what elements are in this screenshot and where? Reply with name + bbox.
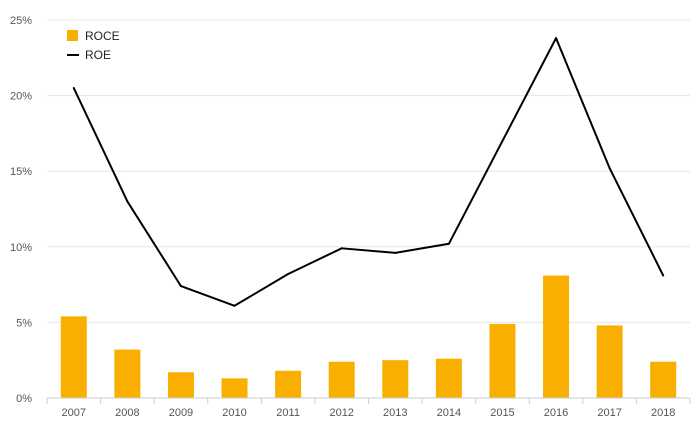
x-tick-label-2013: 2013 [383,407,407,419]
bar-roce-2010 [221,378,248,398]
point-roe-2011 [287,273,290,276]
grid-layer [47,19,690,323]
bar-roce-2012 [328,361,355,398]
x-tick-label-2008: 2008 [115,407,139,419]
bar-roce-2008 [114,349,141,398]
point-roe-2012 [340,247,343,250]
point-roe-2008 [126,200,129,203]
bar-roce-2007 [60,316,87,398]
bar-roce-2016 [543,275,570,398]
x-tick-label-2017: 2017 [597,407,621,419]
bar-roce-2011 [275,370,302,398]
point-roe-2014 [447,242,450,245]
x-tick-label-2016: 2016 [544,407,568,419]
point-roe-2010 [233,304,236,307]
legend: ROCE ROE [67,29,120,62]
line-layer [72,37,665,307]
legend-label-roe: ROE [85,48,111,62]
legend-swatch-roe [67,54,79,56]
y-tick-label-15: 15% [10,166,32,178]
y-tick-label-10: 10% [10,242,32,254]
x-tick-label-2014: 2014 [437,407,461,419]
bar-roce-2009 [167,372,194,398]
bar-roce-2018 [650,361,677,398]
y-tick-label-20: 20% [10,91,32,103]
y-tick-label-5: 5% [16,317,32,329]
x-tick-label-2009: 2009 [169,407,193,419]
legend-label-roce: ROCE [85,29,120,43]
x-tick-label-2015: 2015 [490,407,514,419]
bar-roce-2014 [435,358,462,398]
bar-roce-2015 [489,323,516,398]
y-tick-label-25: 25% [10,15,32,27]
point-roe-2013 [394,251,397,254]
point-roe-2015 [501,139,504,142]
axis-layer: 0% 5% 10% 15% 20% 25% 2007 2008 2009 2010 2011 2012… [10,15,691,419]
point-roe-2009 [179,285,182,288]
x-tick-label-2011: 2011 [276,407,300,419]
bar-layer [60,275,677,398]
line-roe [72,37,665,307]
x-tick-label-2012: 2012 [329,407,353,419]
bar-roce-2013 [382,360,409,398]
x-tick-label-2007: 2007 [62,407,86,419]
point-roe-2018 [662,274,665,277]
x-tick-label-2010: 2010 [222,407,246,419]
point-roe-2016 [555,37,558,40]
y-tick-label-0: 0% [16,393,32,405]
point-roe-2007 [72,87,75,90]
bar-roce-2017 [596,325,623,398]
x-tick-label-2018: 2018 [651,407,675,419]
legend-swatch-roce [67,30,78,41]
point-roe-2017 [608,167,611,170]
